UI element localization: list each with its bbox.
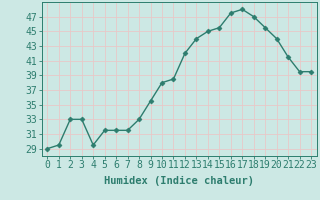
X-axis label: Humidex (Indice chaleur): Humidex (Indice chaleur) (104, 176, 254, 186)
